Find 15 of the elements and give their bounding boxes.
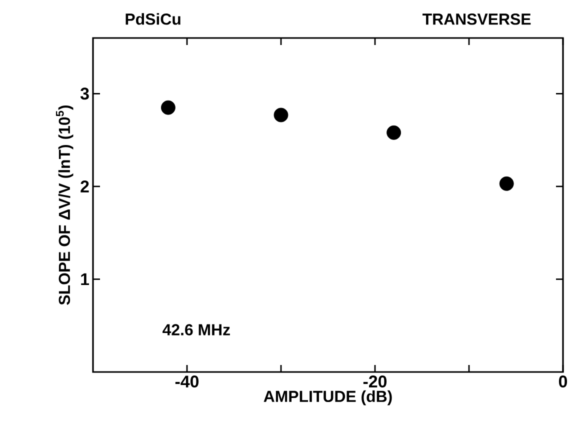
y-tick-label: 1 bbox=[81, 273, 90, 286]
y-axis-title: SLOPE OF ΔV/V (lnT) (10$^{5}$) bbox=[56, 105, 74, 305]
x-tick-label: -40 bbox=[175, 376, 199, 388]
y-tick-label: 3 bbox=[80, 88, 89, 100]
chart-title: PdSiCu bbox=[126, 13, 180, 25]
point bbox=[274, 108, 288, 122]
point bbox=[161, 100, 176, 115]
x-axis-title: AMPLITUDE (dB) bbox=[264, 390, 392, 406]
point bbox=[499, 176, 514, 191]
annotation: 42.6 MHz bbox=[162, 324, 230, 336]
x-tick-label: -20 bbox=[363, 376, 387, 388]
chart-subtitle: TRANSVERSE bbox=[422, 14, 531, 25]
x-tick-label: 0 bbox=[558, 376, 568, 388]
point bbox=[386, 125, 401, 140]
y-tick-label: 2 bbox=[80, 180, 89, 192]
